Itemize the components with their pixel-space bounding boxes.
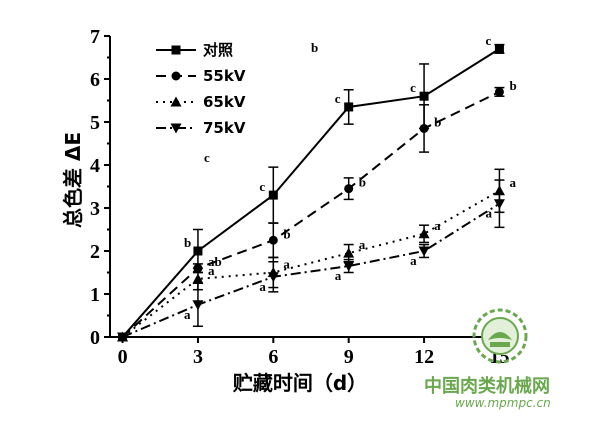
data-point [268, 235, 278, 245]
significance-label: c [485, 33, 491, 48]
significance-label: a [485, 206, 492, 221]
legend-label: 65kV [203, 93, 246, 111]
series-line [121, 48, 500, 338]
significance-label: a [283, 257, 290, 272]
y-tick-label: 3 [90, 198, 100, 220]
significance-label: a [359, 237, 366, 252]
significance-label: a [509, 175, 516, 190]
legend-item: 对照 [156, 41, 233, 59]
data-point [494, 87, 504, 97]
data-point [192, 300, 204, 311]
legend-item: 75kV [156, 119, 246, 137]
data-point [343, 247, 355, 258]
series-line [122, 202, 500, 338]
significance-label: a [259, 279, 266, 294]
legend-marker [170, 96, 182, 107]
series-4: a a a a a [117, 179, 505, 343]
legend-label: 对照 [203, 41, 233, 59]
data-point [419, 91, 429, 101]
y-axis-title: 总色差 ΔE [61, 132, 85, 228]
data-point [493, 199, 505, 210]
stray-annotation: c [204, 150, 210, 165]
data-point [267, 272, 279, 283]
significance-label: ab [208, 254, 222, 269]
watermark-site-name: 中国肉类机械网 [424, 375, 550, 397]
y-tick-label: 4 [90, 155, 100, 177]
x-tick-label: 0 [118, 346, 128, 368]
y-tick-label: 0 [90, 327, 100, 349]
data-point [117, 332, 129, 343]
y-tick-label: 7 [90, 26, 100, 48]
watermark-url: www.mpmpc.cn [455, 396, 551, 410]
x-axis-title: 贮藏时间（d） [232, 371, 367, 395]
data-point [419, 123, 429, 133]
series-line [121, 189, 500, 338]
significance-label: a [208, 263, 215, 278]
significance-label: a [335, 268, 342, 283]
data-point [418, 246, 430, 257]
data-point [268, 190, 278, 200]
significance-label: a [434, 218, 441, 233]
data-point [343, 261, 355, 272]
significance-label: c [335, 91, 341, 106]
legend-label: 75kV [203, 119, 246, 137]
significance-label: b [359, 175, 366, 190]
y-tick-label: 1 [90, 284, 100, 306]
watermark-logo [472, 308, 528, 364]
x-tick-label: 12 [414, 346, 434, 368]
series-3: a a a a a [117, 168, 516, 342]
significance-label: a [410, 253, 417, 268]
data-point [344, 184, 354, 194]
x-tick-label: 3 [193, 346, 203, 368]
legend-marker [170, 123, 182, 134]
x-tick-label: 6 [268, 346, 278, 368]
data-point [418, 228, 430, 239]
data-point [344, 102, 354, 112]
legend: 对照 55kV 65kV 75kV [156, 41, 246, 137]
significance-label: b [283, 226, 290, 241]
significance-label: b [434, 114, 441, 129]
significance-label: b [184, 235, 191, 250]
y-tick-label: 5 [90, 112, 100, 134]
y-tick-label: 6 [90, 69, 100, 91]
data-point [494, 44, 504, 54]
y-tick-label: 2 [90, 241, 100, 263]
legend-label: 55kV [203, 67, 246, 85]
significance-label: b [509, 78, 516, 93]
legend-item: 65kV [156, 93, 246, 111]
x-tick-label: 9 [344, 346, 354, 368]
legend-marker [171, 71, 181, 81]
data-point [193, 246, 203, 256]
significance-label: a [184, 307, 191, 322]
series-layer: b c c c c ab b b b b a a a a a a a a a a [117, 33, 517, 343]
significance-label: c [259, 179, 265, 194]
legend-marker [171, 45, 181, 55]
significance-label: c [410, 80, 416, 95]
legend-item: 55kV [156, 67, 246, 85]
series-line [121, 91, 500, 338]
stray-annotation: b [311, 40, 318, 55]
data-point [192, 273, 204, 284]
